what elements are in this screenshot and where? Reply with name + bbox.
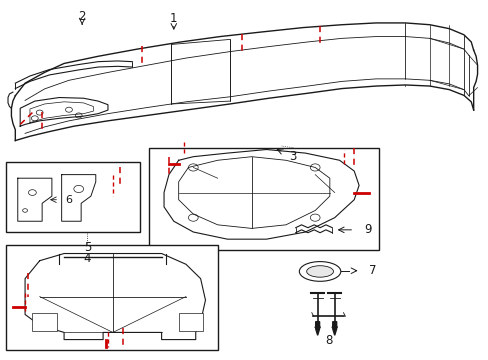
Text: 6: 6 bbox=[65, 195, 72, 205]
Text: 4: 4 bbox=[83, 252, 91, 265]
Text: 2: 2 bbox=[78, 10, 86, 23]
Text: 9: 9 bbox=[364, 223, 371, 237]
Ellipse shape bbox=[306, 266, 333, 277]
Bar bbox=[32, 313, 57, 330]
FancyArrow shape bbox=[315, 321, 319, 335]
Text: 1: 1 bbox=[170, 12, 177, 25]
Text: 8: 8 bbox=[325, 334, 332, 347]
Text: 3: 3 bbox=[289, 150, 296, 163]
Bar bbox=[149, 148, 378, 250]
Text: 5: 5 bbox=[83, 241, 91, 254]
Text: 7: 7 bbox=[368, 264, 376, 277]
FancyArrow shape bbox=[332, 321, 336, 335]
Ellipse shape bbox=[299, 262, 340, 281]
Bar bbox=[5, 162, 140, 232]
Bar bbox=[5, 244, 217, 350]
Bar bbox=[178, 313, 203, 330]
